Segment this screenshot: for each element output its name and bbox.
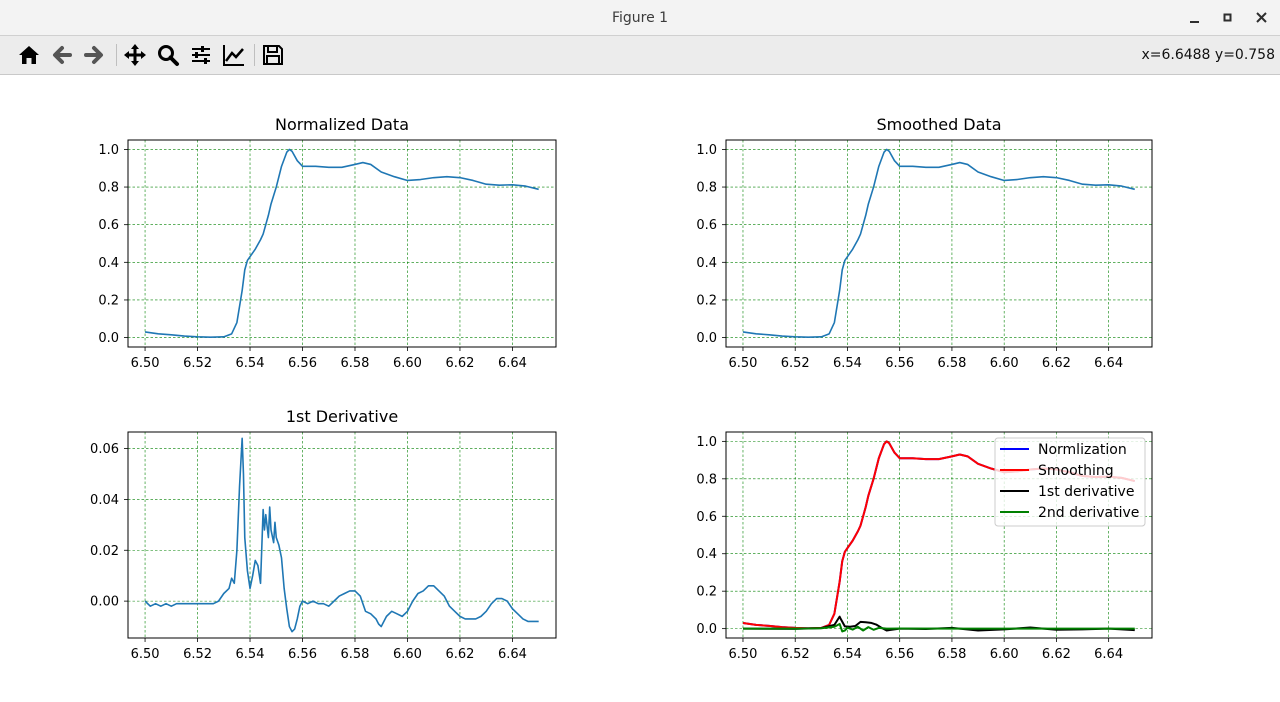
y-tick-label: 0.00 <box>90 595 119 610</box>
chart-title: Normalized Data <box>275 115 409 134</box>
x-tick-label: 6.58 <box>341 647 370 662</box>
y-tick-label: 0.2 <box>696 585 717 600</box>
x-tick-label: 6.56 <box>885 356 914 371</box>
y-tick-label: 0.0 <box>696 331 717 346</box>
x-tick-label: 6.56 <box>288 647 317 662</box>
y-tick-label: 0.0 <box>696 622 717 637</box>
y-tick-label: 1.0 <box>696 435 717 450</box>
legend-label: Normlization <box>1038 442 1127 458</box>
x-tick-label: 6.64 <box>1094 356 1123 371</box>
x-tick-label: 6.62 <box>1042 647 1071 662</box>
series-line-4 <box>742 622 1135 633</box>
subplot-3: 6.50 6.52 6.54 6.56 6.58 6.60 6.62 6.64 0.00 0.02… <box>90 407 557 662</box>
y-tick-label: 0.6 <box>696 510 717 525</box>
maximize-icon[interactable] <box>1219 9 1237 27</box>
x-tick-label: 6.64 <box>498 356 527 371</box>
minimize-icon[interactable] <box>1186 9 1204 27</box>
toolbar-separator <box>116 44 117 66</box>
y-tick-label: 0.6 <box>696 218 717 233</box>
subplot-2: 6.50 6.52 6.54 6.56 6.58 6.60 6.62 6.64 0.0 0.2 0.… <box>696 115 1153 371</box>
cursor-coordinates: x=6.6488 y=0.758 <box>1141 47 1275 63</box>
x-tick-label: 6.54 <box>236 356 265 371</box>
series-line-1 <box>144 437 539 633</box>
y-tick-label: 0.2 <box>98 293 119 308</box>
x-tick-label: 6.52 <box>781 647 810 662</box>
axes-frame <box>127 431 557 639</box>
y-tick-label: 0.04 <box>90 493 119 508</box>
x-tick-label: 6.52 <box>183 647 212 662</box>
x-tick-label: 6.54 <box>833 356 862 371</box>
edit-axis-icon[interactable] <box>220 41 248 69</box>
x-tick-label: 6.64 <box>1094 647 1123 662</box>
close-icon[interactable] <box>1253 9 1271 27</box>
y-tick-label: 0.0 <box>98 331 119 346</box>
y-tick-label: 0.8 <box>98 181 119 196</box>
x-tick-label: 6.50 <box>131 647 160 662</box>
x-tick-label: 6.60 <box>393 356 422 371</box>
subplot-4: 6.50 6.52 6.54 6.56 6.58 6.60 6.62 6.64 0.0 0.2 0.… <box>696 431 1153 662</box>
toolbar: x=6.6488 y=0.758 <box>0 36 1280 75</box>
y-tick-label: 0.4 <box>696 547 717 562</box>
zoom-icon[interactable] <box>154 41 182 69</box>
y-tick-label: 1.0 <box>98 143 119 158</box>
x-tick-label: 6.62 <box>1042 356 1071 371</box>
x-tick-label: 6.62 <box>445 647 474 662</box>
x-tick-label: 6.50 <box>729 647 758 662</box>
y-tick-label: 0.02 <box>90 544 119 559</box>
pan-icon[interactable] <box>121 41 149 69</box>
toolbar-separator <box>254 44 255 66</box>
figure-canvas[interactable]: 6.50 6.52 6.54 6.56 6.58 6.60 6.62 6.64 0.0 0.2 0.… <box>0 75 1280 702</box>
y-tick-label: 0.6 <box>98 218 119 233</box>
subplot-1: 6.50 6.52 6.54 6.56 6.58 6.60 6.62 6.64 0.0 0.2 0.… <box>98 115 557 371</box>
axes-frame <box>725 431 1153 639</box>
save-icon[interactable] <box>259 41 287 69</box>
y-tick-label: 0.8 <box>696 181 717 196</box>
x-tick-label: 6.50 <box>131 356 160 371</box>
x-tick-label: 6.58 <box>937 356 966 371</box>
x-tick-label: 6.54 <box>833 647 862 662</box>
x-tick-label: 6.62 <box>445 356 474 371</box>
y-tick-label: 0.06 <box>90 442 119 457</box>
y-tick-label: 1.0 <box>696 143 717 158</box>
chart-title: 1st Derivative <box>286 407 398 426</box>
window-title: Figure 1 <box>611 10 669 26</box>
y-tick-label: 0.4 <box>98 256 119 271</box>
x-tick-label: 6.52 <box>781 356 810 371</box>
chart-title: Smoothed Data <box>876 115 1001 134</box>
y-tick-label: 0.4 <box>696 256 717 271</box>
legend: Normlization Smoothing 1st derivative 2nd d… <box>994 437 1146 527</box>
x-tick-label: 6.64 <box>498 647 527 662</box>
legend-label: Smoothing <box>1038 463 1114 479</box>
configure-subplots-icon[interactable] <box>187 41 215 69</box>
series-line-1 <box>742 148 1135 339</box>
legend-label: 2nd derivative <box>1038 505 1139 521</box>
x-tick-label: 6.60 <box>393 647 422 662</box>
y-tick-label: 0.8 <box>696 472 717 487</box>
back-icon[interactable] <box>48 41 76 69</box>
series-line-1 <box>144 148 539 339</box>
x-tick-label: 6.60 <box>990 356 1019 371</box>
x-tick-label: 6.58 <box>937 647 966 662</box>
x-tick-label: 6.56 <box>885 647 914 662</box>
axes-frame <box>725 139 1153 348</box>
title-bar: Figure 1 <box>0 0 1280 36</box>
legend-label: 1st derivative <box>1038 484 1134 500</box>
x-tick-label: 6.50 <box>729 356 758 371</box>
x-tick-label: 6.56 <box>288 356 317 371</box>
legend-box <box>994 437 1146 527</box>
x-tick-label: 6.52 <box>183 356 212 371</box>
x-tick-label: 6.54 <box>236 647 265 662</box>
forward-icon[interactable] <box>80 41 108 69</box>
y-tick-label: 0.2 <box>696 293 717 308</box>
series-line-3 <box>742 615 1135 632</box>
x-tick-label: 6.58 <box>341 356 370 371</box>
axes-frame <box>127 139 557 348</box>
x-tick-label: 6.60 <box>990 647 1019 662</box>
home-icon[interactable] <box>15 41 43 69</box>
